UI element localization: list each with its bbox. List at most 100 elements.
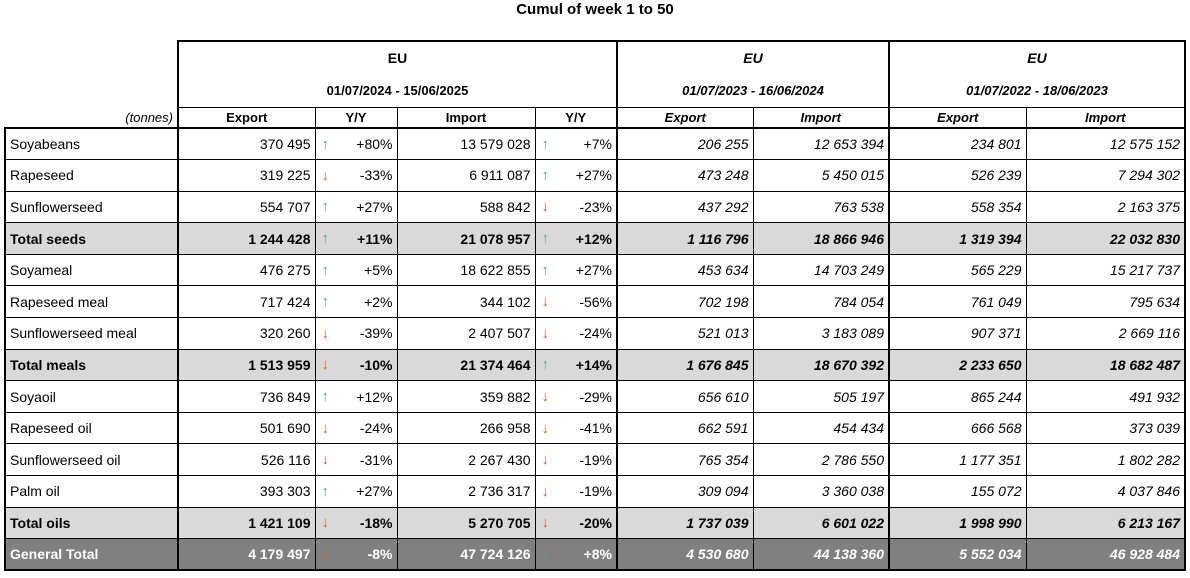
import-yy-value: -19%: [564, 475, 618, 508]
import-yy-value: -41%: [564, 411, 618, 445]
period-3-region: EU: [889, 40, 1186, 74]
prev2-import-value: 7 294 302: [1025, 159, 1186, 192]
import-value: 5 270 705: [396, 506, 536, 540]
export-trend-arrow-icon: ↓: [314, 411, 344, 445]
table-row: General Total 4 179 497 ↓ -8% 47 724 126 ↑ +8%…: [4, 538, 1186, 572]
prev-export-value: 437 292: [616, 190, 754, 224]
import-yy-value: -24%: [564, 317, 618, 350]
prev-import-value: 3 183 089: [752, 317, 890, 350]
prev-export-value: 309 094: [616, 475, 754, 508]
prev2-export-value: 558 354: [888, 190, 1027, 224]
export-yy-value: +5%: [344, 253, 398, 287]
import-trend-arrow-icon: ↑: [534, 348, 564, 382]
prev-export-value: 206 255: [616, 127, 754, 161]
import-value: 6 911 087: [396, 159, 536, 192]
export-yy-value: -39%: [344, 317, 398, 350]
export-yy-value: -8%: [344, 538, 398, 572]
export-trend-arrow-icon: ↓: [314, 159, 344, 192]
prev-export-value: 4 530 680: [616, 538, 754, 572]
row-name: Rapeseed: [4, 159, 179, 192]
period-1-range: 01/07/2024 - 15/06/2025: [177, 74, 618, 107]
period-2-range: 01/07/2023 - 16/06/2024: [617, 74, 890, 107]
export-trend-arrow-icon: ↑: [314, 253, 344, 287]
export-trend-arrow-icon: ↑: [314, 190, 344, 224]
prev2-import-value: 12 575 152: [1025, 127, 1186, 161]
prev2-import-value: 2 163 375: [1025, 190, 1186, 224]
export-trend-arrow-icon: ↑: [314, 475, 344, 508]
prev2-export-value: 1 319 394: [888, 222, 1027, 255]
prev-import-value: 12 653 394: [752, 127, 890, 161]
export-yy-value: -31%: [344, 443, 398, 477]
import-trend-arrow-icon: ↓: [534, 190, 564, 224]
import-trend-arrow-icon: ↓: [534, 317, 564, 350]
prev2-import-value: 2 669 116: [1025, 317, 1186, 350]
export-value: 501 690: [177, 411, 316, 445]
export-value: 476 275: [177, 253, 316, 287]
import-yy-value: +27%: [564, 159, 618, 192]
export-yy-value: -18%: [344, 506, 398, 540]
table-row: Total meals 1 513 959 ↓ -10% 21 374 464 ↑ +14%…: [4, 348, 1186, 382]
row-name: Sunflowerseed meal: [4, 317, 179, 350]
prev-export-value: 765 354: [616, 443, 754, 477]
prev-import-value: 14 703 249: [752, 253, 890, 287]
row-name: Total oils: [4, 506, 179, 540]
prev2-import-value: 1 802 282: [1025, 443, 1186, 477]
prev2-export-value: 155 072: [888, 475, 1027, 508]
import-value: 2 267 430: [396, 443, 536, 477]
prev2-export-value: 1 998 990: [888, 506, 1027, 540]
trade-table: EU EU EU 01/07/2024 - 15/06/2025 01/07/2…: [4, 40, 1186, 572]
prev2-import-value: 46 928 484: [1025, 538, 1186, 572]
prev-export-value: 662 591: [616, 411, 754, 445]
import-value: 13 579 028: [396, 127, 536, 161]
import-trend-arrow-icon: ↑: [534, 538, 564, 572]
import-value: 2 736 317: [396, 475, 536, 508]
row-name: Soyabeans: [4, 127, 179, 161]
prev2-export-value: 761 049: [888, 285, 1027, 319]
table-row: Rapeseed meal 717 424 ↑ +2% 344 102 ↓ -56% 702 …: [4, 285, 1186, 319]
row-name: Total meals: [4, 348, 179, 382]
import-yy-value: +27%: [564, 253, 618, 287]
export-yy-value: +27%: [344, 475, 398, 508]
export-trend-arrow-icon: ↑: [314, 222, 344, 255]
export-value: 319 225: [177, 159, 316, 192]
prev2-import-value: 15 217 737: [1025, 253, 1186, 287]
period-1-region: EU: [177, 40, 618, 74]
table-row: Rapeseed oil 501 690 ↓ -24% 266 958 ↓ -41% 662 …: [4, 411, 1186, 445]
export-yy-value: +11%: [344, 222, 398, 255]
table-row: Sunflowerseed oil 526 116 ↓ -31% 2 267 430 ↓ -…: [4, 443, 1186, 477]
prev2-import-value: 6 213 167: [1025, 506, 1186, 540]
export-value: 526 116: [177, 443, 316, 477]
export-yy-value: +12%: [344, 380, 398, 413]
prev2-export-value: 1 177 351: [888, 443, 1027, 477]
import-value: 2 407 507: [396, 317, 536, 350]
import-yy-value: -23%: [564, 190, 618, 224]
import-value: 21 374 464: [396, 348, 536, 382]
prev-import-value: 6 601 022: [752, 506, 890, 540]
export-trend-arrow-icon: ↑: [314, 380, 344, 413]
table-row: Sunflowerseed 554 707 ↑ +27% 588 842 ↓ -23% 437…: [4, 190, 1186, 224]
import-yy-value: +12%: [564, 222, 618, 255]
prev2-export-value: 5 552 034: [888, 538, 1027, 572]
import-trend-arrow-icon: ↓: [534, 506, 564, 540]
import-yy-value: +7%: [564, 127, 618, 161]
row-name: General Total: [4, 538, 179, 572]
export-yy-value: -10%: [344, 348, 398, 382]
unit-label: (tonnes): [5, 107, 178, 129]
prev2-export-value: 865 244: [888, 380, 1027, 413]
prev-import-value: 18 866 946: [752, 222, 890, 255]
import-trend-arrow-icon: ↑: [534, 159, 564, 192]
import-value: 344 102: [396, 285, 536, 319]
export-value: 4 179 497: [177, 538, 316, 572]
export-value: 1 421 109: [177, 506, 316, 540]
period-2-region: EU: [617, 40, 890, 74]
prev-export-value: 1 737 039: [616, 506, 754, 540]
prev-export-value: 453 634: [616, 253, 754, 287]
row-name: Rapeseed oil: [4, 411, 179, 445]
row-name: Soyaoil: [4, 380, 179, 413]
prev2-import-value: 373 039: [1025, 411, 1186, 445]
col-export-2: Export: [616, 106, 754, 129]
prev-export-value: 521 013: [616, 317, 754, 350]
import-value: 18 622 855: [396, 253, 536, 287]
prev-import-value: 18 670 392: [752, 348, 890, 382]
export-trend-arrow-icon: ↑: [314, 127, 344, 161]
